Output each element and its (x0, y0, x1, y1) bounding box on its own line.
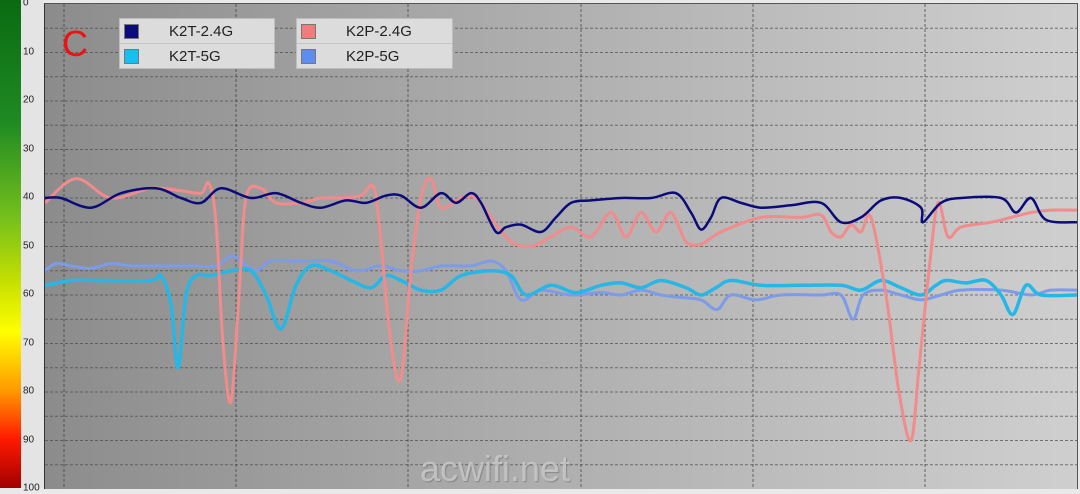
swatch-icon (301, 23, 316, 39)
legend-item-k2t-24g: K2T-2.4G (120, 19, 274, 43)
legend-label: K2T-5G (169, 47, 221, 65)
annotation-letter: C (62, 23, 88, 64)
legend-item-k2t-5g: K2T-5G (120, 43, 274, 68)
legend-label: K2P-5G (346, 47, 400, 65)
series-line-k2p-24g (45, 176, 1077, 443)
swatch-icon (124, 48, 139, 64)
y-tick-label: 0 (23, 0, 29, 9)
y-tick-label: 50 (23, 240, 35, 251)
swatch-icon (124, 23, 139, 39)
color-scale-bar (0, 0, 21, 488)
plot-area (44, 3, 1078, 489)
y-tick-label: 80 (23, 385, 35, 397)
y-tick-label: 100 (23, 482, 40, 494)
legend-item-k2p-24g: K2P-2.4G (297, 19, 452, 43)
y-tick-label: 90 (23, 434, 35, 445)
series-line-k2t-24g (45, 186, 1077, 235)
series-line-k2t-5g (45, 263, 1077, 370)
legend-k2p: K2P-2.4G K2P-5G (296, 18, 453, 69)
y-tick-label: 60 (23, 288, 35, 300)
y-tick-label: 10 (23, 46, 35, 57)
chart-svg (45, 4, 1077, 489)
watermark: acwifi.net (420, 448, 571, 489)
legend-label: K2T-2.4G (169, 22, 234, 40)
y-tick-label: 70 (23, 337, 35, 348)
legend-k2t: K2T-2.4G K2T-5G (119, 18, 275, 69)
y-tick-label: 20 (23, 94, 35, 106)
legend-label: K2P-2.4G (346, 22, 412, 40)
y-tick-label: 40 (23, 191, 35, 203)
legend-item-k2p-5g: K2P-5G (297, 43, 452, 68)
y-axis: 0 10 20 30 40 50 60 70 80 90 100 (21, 0, 44, 494)
swatch-icon (301, 48, 316, 64)
y-tick-label: 30 (23, 143, 35, 154)
